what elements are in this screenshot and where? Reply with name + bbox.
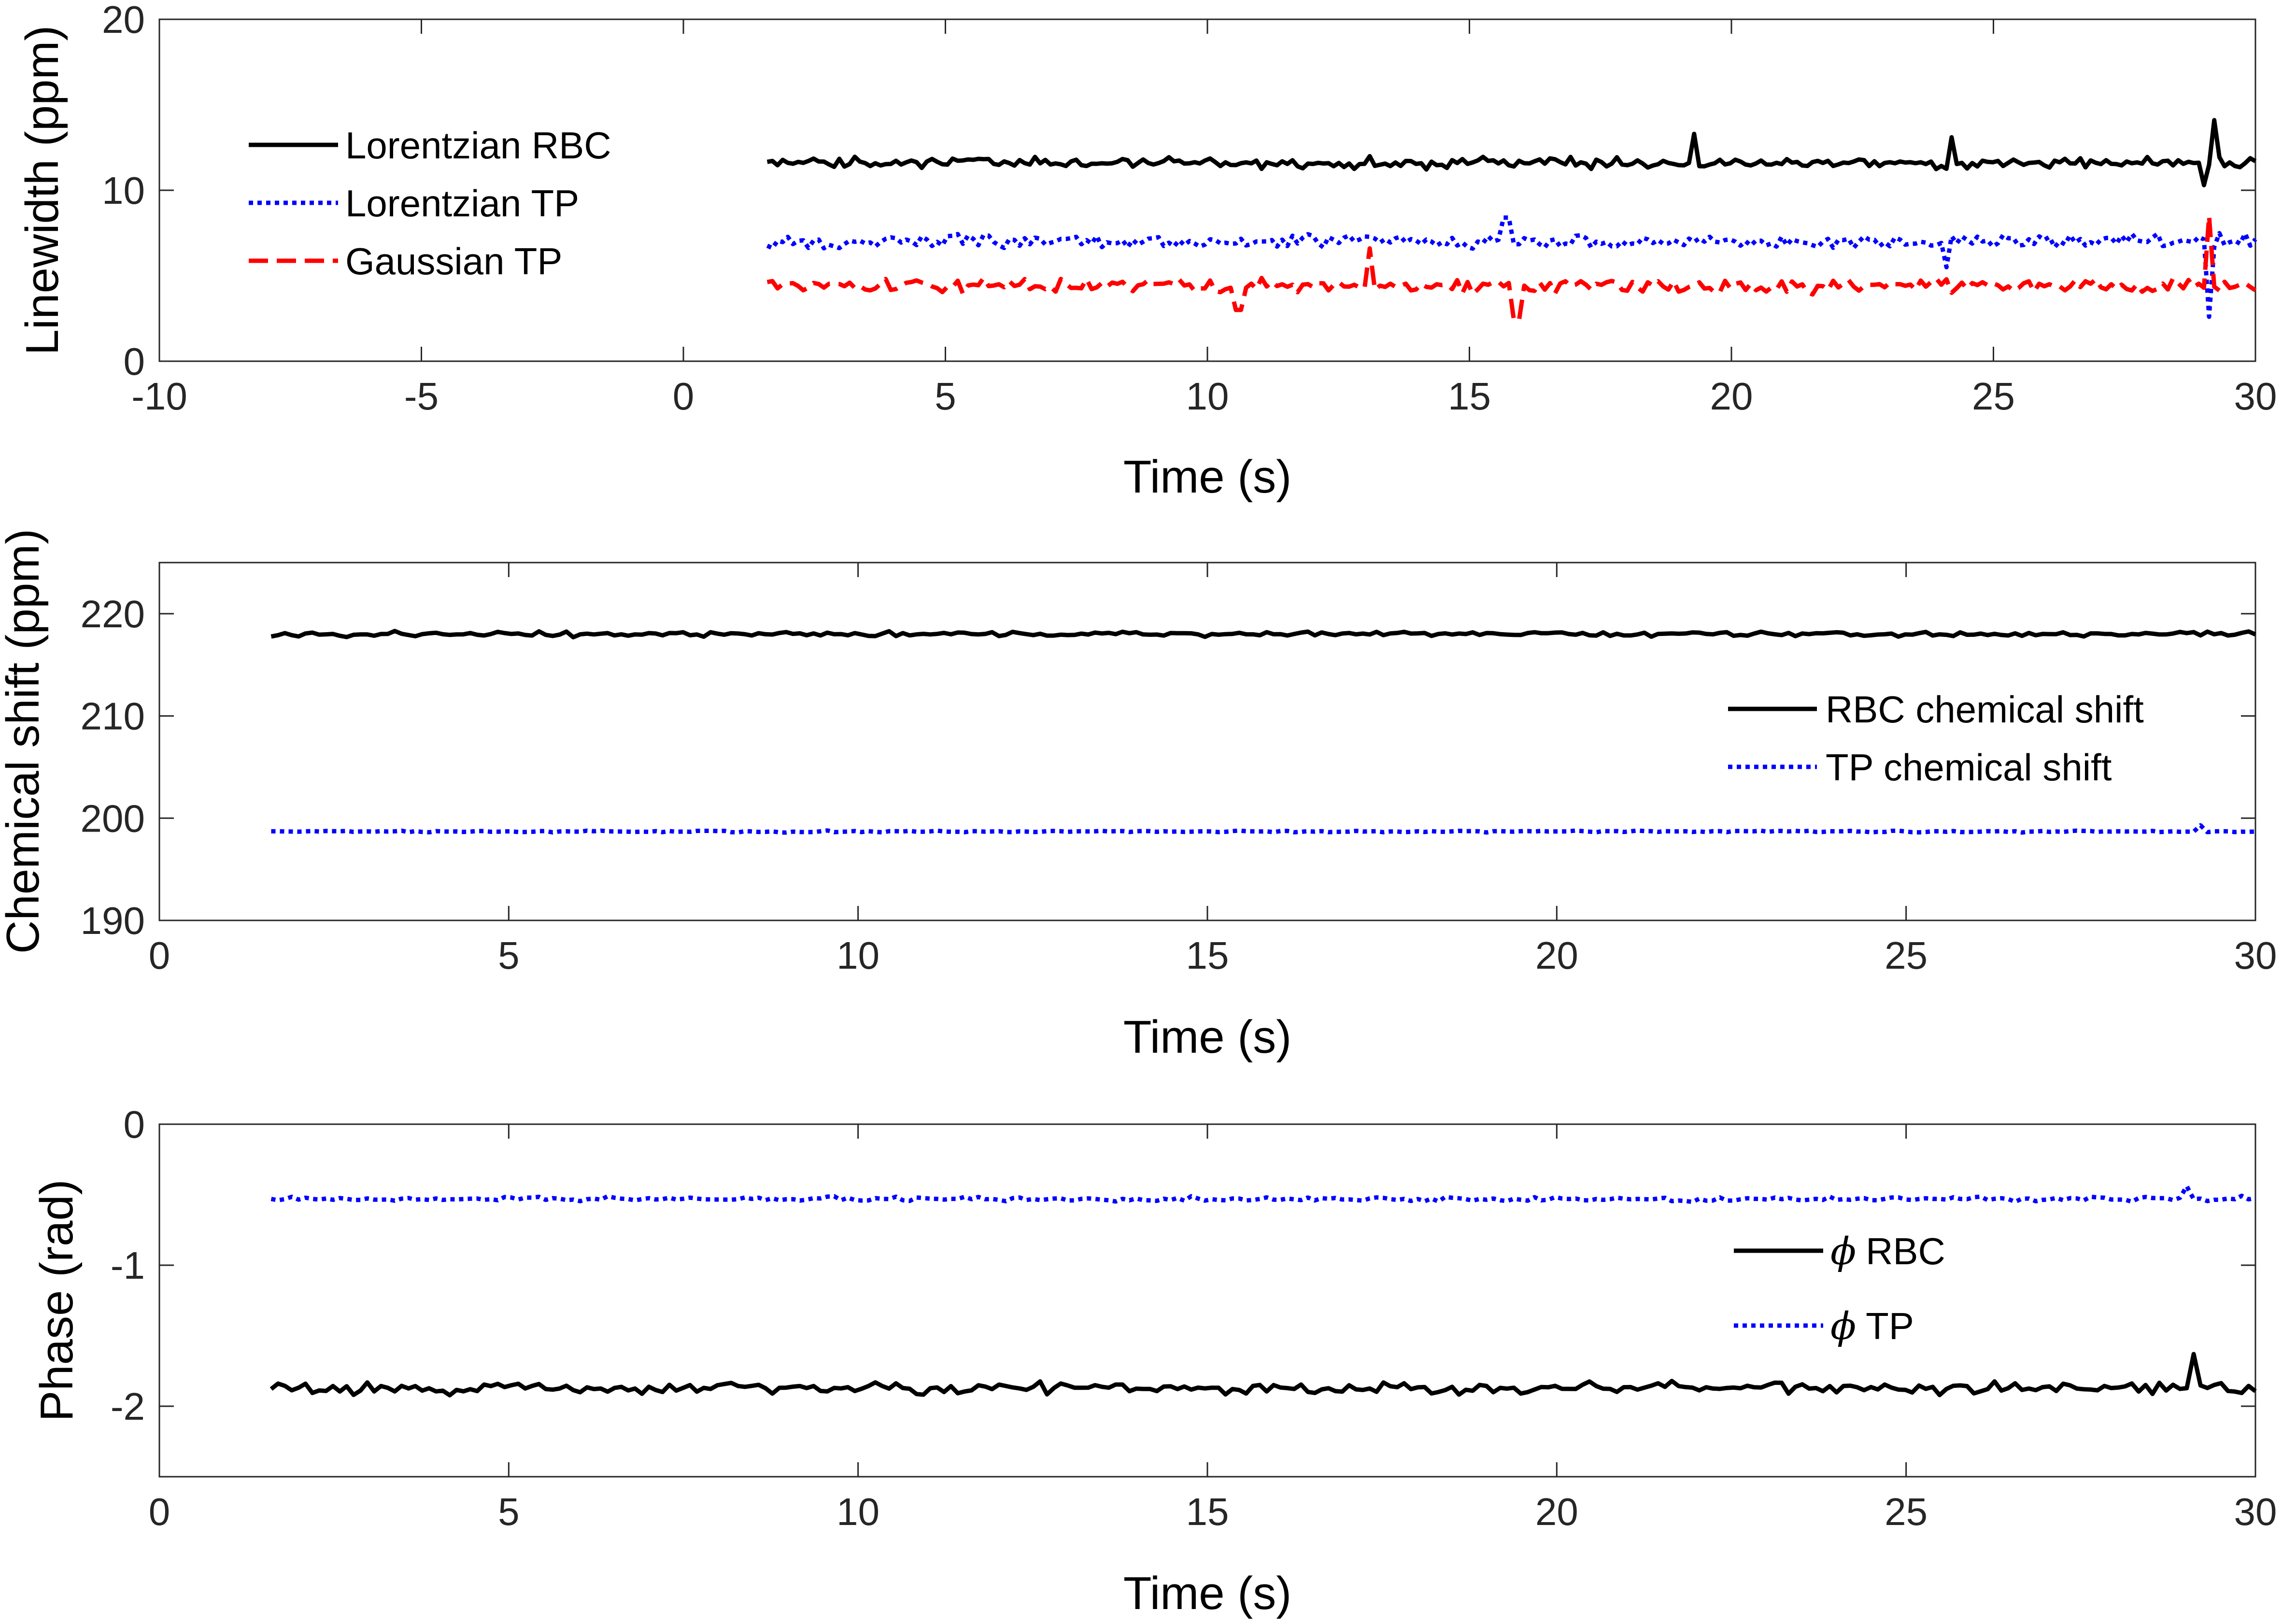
- y-tick-label: -2: [111, 1385, 145, 1428]
- x-tick-label: 0: [673, 375, 695, 418]
- series-line-tp: [270, 1184, 2256, 1204]
- chemical-shift-legend: RBC chemical shift TP chemical shift: [1728, 688, 2144, 789]
- chemical-shift-x-axis-label: Time (s): [1123, 1011, 1291, 1063]
- legend-label-rbc-chemical-shift: RBC chemical shift: [1826, 688, 2144, 731]
- chemical-shift-panel: 0 5 10 15 20 25 30 190 200 210 220 Time (s) Chemic…: [0, 529, 2277, 1063]
- x-tick-label: 20: [1710, 375, 1753, 418]
- x-tick-label: 15: [1186, 1490, 1229, 1533]
- legend-label-phi-tp-text: TP: [1866, 1305, 1914, 1347]
- phi-symbol: ϕ: [1830, 1230, 1856, 1273]
- x-tick-label: 5: [498, 934, 520, 977]
- phase-series: [269, 1184, 2257, 1398]
- x-tick-label: 0: [149, 1490, 170, 1533]
- legend-label-lorentzian-rbc: Lorentzian RBC: [345, 124, 611, 167]
- x-tick-label: 15: [1448, 375, 1491, 418]
- phase-ticks: 0 5 10 15 20 25 30 -2 -1 0: [111, 1103, 2277, 1533]
- y-tick-label: 210: [81, 695, 145, 738]
- x-tick-label: -10: [131, 375, 187, 418]
- legend-label-phi-rbc-text: RBC: [1866, 1230, 1945, 1272]
- series-line-lorentzian-tp: [766, 215, 2257, 319]
- x-tick-label: 25: [1972, 375, 2015, 418]
- linewidth-series: [766, 118, 2257, 323]
- legend-label-phi-rbc: ϕ RBC: [1830, 1230, 1945, 1273]
- y-tick-label: 220: [81, 593, 145, 635]
- phase-legend: ϕ RBC ϕ TP: [1734, 1230, 1945, 1348]
- legend-label-gaussian-tp: Gaussian TP: [345, 240, 562, 282]
- x-tick-label: 10: [836, 934, 879, 977]
- phase-panel: 0 5 10 15 20 25 30 -2 -1 0 Time (s) Phase (rad) ϕ…: [31, 1103, 2277, 1619]
- legend-label-phi-tp: ϕ TP: [1830, 1305, 1914, 1348]
- x-tick-label: 30: [2234, 375, 2277, 418]
- series-line-tp-chemical-shift: [271, 823, 2256, 835]
- y-tick-label: 10: [102, 169, 145, 212]
- series-line-lorentzian-rbc: [766, 118, 2257, 187]
- x-tick-label: 5: [498, 1490, 520, 1533]
- linewidth-panel: -10 -5 0 5 10 15 20 25 30 0 10 20 Time (s) Linewidt…: [16, 0, 2277, 503]
- x-tick-label: 10: [836, 1490, 879, 1533]
- x-tick-label: 5: [935, 375, 956, 418]
- linewidth-y-axis-label: Linewidth (ppm): [16, 26, 68, 355]
- y-tick-label: 200: [81, 797, 145, 840]
- chemical-shift-axes-box: [158, 562, 2256, 921]
- legend-label-lorentzian-tp: Lorentzian TP: [345, 182, 579, 225]
- chemical-shift-series: [270, 629, 2256, 835]
- x-tick-label: 25: [1885, 1490, 1928, 1533]
- x-tick-label: -5: [404, 375, 439, 418]
- x-tick-label: 10: [1186, 375, 1229, 418]
- y-tick-label: -1: [111, 1244, 145, 1287]
- phase-axes-box: [158, 1123, 2256, 1478]
- x-tick-label: 20: [1535, 934, 1578, 977]
- phase-y-axis-label: Phase (rad): [31, 1179, 83, 1422]
- y-tick-label: 20: [102, 0, 145, 41]
- y-tick-label: 0: [124, 1103, 145, 1146]
- x-tick-label: 30: [2234, 1490, 2277, 1533]
- x-tick-label: 30: [2234, 934, 2277, 977]
- legend-label-tp-chemical-shift: TP chemical shift: [1826, 746, 2112, 789]
- x-tick-label: 0: [149, 934, 170, 977]
- phase-x-axis-label: Time (s): [1123, 1568, 1291, 1619]
- series-line-gaussian-tp: [766, 213, 2257, 323]
- y-tick-label: 190: [81, 899, 145, 942]
- linewidth-x-axis-label: Time (s): [1123, 451, 1291, 503]
- x-tick-label: 20: [1535, 1490, 1578, 1533]
- series-line-rbc-chemical-shift: [270, 629, 2256, 640]
- chemical-shift-ticks: 0 5 10 15 20 25 30 190 200 210 220: [81, 563, 2277, 977]
- y-tick-label: 0: [124, 340, 145, 383]
- linewidth-ticks: -10 -5 0 5 10 15 20 25 30 0 10 20: [102, 0, 2277, 418]
- phi-symbol: ϕ: [1830, 1305, 1856, 1348]
- linewidth-legend: Lorentzian RBC Lorentzian TP Gaussian TP: [249, 124, 611, 282]
- x-tick-label: 15: [1186, 934, 1229, 977]
- chemical-shift-y-axis-label: Chemical shift (ppm): [0, 529, 49, 954]
- series-line-rbc: [269, 1352, 2257, 1398]
- x-tick-label: 25: [1885, 934, 1928, 977]
